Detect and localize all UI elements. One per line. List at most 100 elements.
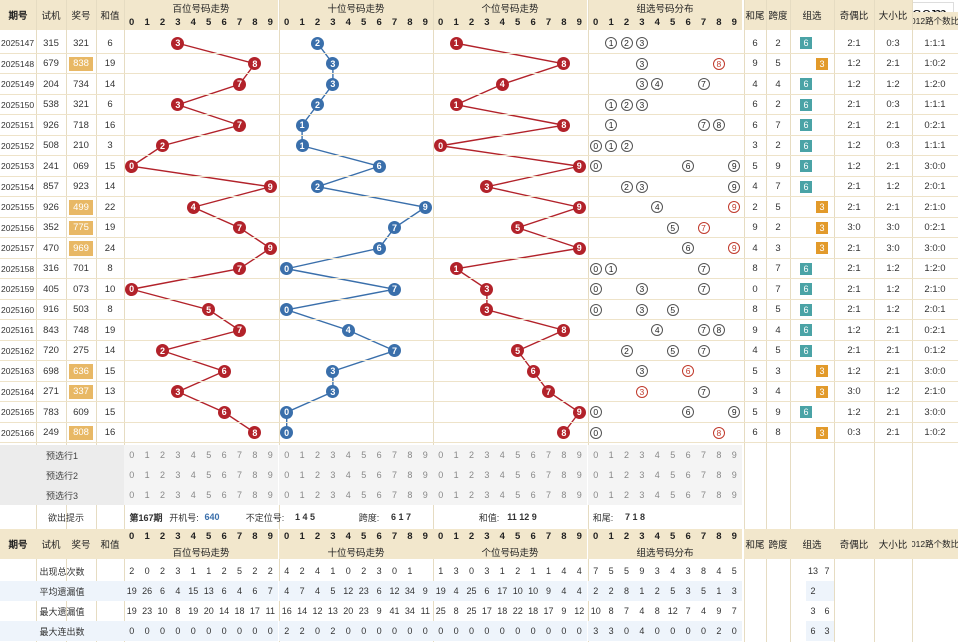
preselect-digit[interactable]: 2 xyxy=(618,465,635,485)
preselect-digit[interactable]: 6 xyxy=(525,465,541,485)
preselect-digit[interactable]: 4 xyxy=(185,485,201,505)
preselect-digit[interactable]: 8 xyxy=(556,445,572,465)
preselect-digit[interactable]: 0 xyxy=(588,445,604,465)
preselect-digit[interactable]: 9 xyxy=(571,485,587,505)
preselect-digit[interactable]: 0 xyxy=(588,465,604,485)
preselect-digit[interactable]: 9 xyxy=(726,465,742,485)
preselect-digit[interactable]: 7 xyxy=(386,445,403,465)
preselect-digit[interactable]: 4 xyxy=(340,445,356,465)
preselect-digit[interactable]: 6 xyxy=(216,465,232,485)
preselect-digit[interactable]: 1 xyxy=(448,485,464,505)
preselect-digit[interactable]: 3 xyxy=(325,465,341,485)
preselect-digit[interactable]: 8 xyxy=(556,465,572,485)
preselect-digit[interactable]: 3 xyxy=(634,445,650,465)
preselect-digit[interactable]: 5 xyxy=(665,485,681,505)
preselect-digit[interactable]: 7 xyxy=(540,485,557,505)
preselect-digit[interactable]: 0 xyxy=(433,445,449,465)
preselect-digit[interactable]: 7 xyxy=(695,445,712,465)
preselect-digit[interactable]: 3 xyxy=(479,445,495,465)
preselect-digit[interactable]: 1 xyxy=(603,465,619,485)
preselect-digit[interactable]: 4 xyxy=(494,445,510,465)
preselect-digit[interactable]: 6 xyxy=(525,445,541,465)
preselect-digit[interactable]: 5 xyxy=(510,445,526,465)
preselect-digit[interactable]: 4 xyxy=(649,485,665,505)
preselect-row[interactable]: 预选行2 xyxy=(0,465,124,485)
preselect-digit[interactable]: 3 xyxy=(170,485,186,505)
preselect-digit[interactable]: 5 xyxy=(356,445,372,465)
preselect-digit[interactable]: 5 xyxy=(510,465,526,485)
preselect-digit[interactable]: 8 xyxy=(711,485,727,505)
preselect-digit[interactable]: 6 xyxy=(680,485,696,505)
preselect-digit[interactable]: 8 xyxy=(402,445,418,465)
preselect-digit[interactable]: 9 xyxy=(571,445,587,465)
preselect-digit[interactable]: 8 xyxy=(247,485,263,505)
preselect-digit[interactable]: 3 xyxy=(634,485,650,505)
preselect-digit[interactable]: 3 xyxy=(170,445,186,465)
preselect-digit[interactable]: 8 xyxy=(402,485,418,505)
preselect-digit[interactable]: 5 xyxy=(201,465,217,485)
preselect-digit[interactable]: 6 xyxy=(371,445,387,465)
preselect-digit[interactable]: 0 xyxy=(433,485,449,505)
preselect-digit[interactable]: 2 xyxy=(154,445,171,465)
preselect-digit[interactable]: 9 xyxy=(726,485,742,505)
preselect-digit[interactable]: 0 xyxy=(588,485,604,505)
footer-issue[interactable]: 期号 xyxy=(0,529,36,559)
preselect-digit[interactable]: 3 xyxy=(479,465,495,485)
preselect-digit[interactable]: 6 xyxy=(371,485,387,505)
preselect-digit[interactable]: 4 xyxy=(649,445,665,465)
preselect-digit[interactable]: 6 xyxy=(216,485,232,505)
preselect-digit[interactable]: 1 xyxy=(603,445,619,465)
preselect-digit[interactable]: 2 xyxy=(463,465,480,485)
preselect-digit[interactable]: 7 xyxy=(695,485,712,505)
preselect-digit[interactable]: 1 xyxy=(448,445,464,465)
preselect-digit[interactable]: 5 xyxy=(665,445,681,465)
preselect-digit[interactable]: 8 xyxy=(711,465,727,485)
preselect-digit[interactable]: 9 xyxy=(726,445,742,465)
preselect-digit[interactable]: 3 xyxy=(325,485,341,505)
preselect-digit[interactable]: 7 xyxy=(695,465,712,485)
preselect-digit[interactable]: 4 xyxy=(185,445,201,465)
preselect-digit[interactable]: 2 xyxy=(618,485,635,505)
preselect-digit[interactable]: 0 xyxy=(124,445,140,465)
preselect-digit[interactable]: 7 xyxy=(231,445,248,465)
preselect-digit[interactable]: 3 xyxy=(170,465,186,485)
preselect-digit[interactable]: 7 xyxy=(386,485,403,505)
preselect-digit[interactable]: 4 xyxy=(649,465,665,485)
preselect-digit[interactable]: 2 xyxy=(154,485,171,505)
preselect-digit[interactable]: 5 xyxy=(356,485,372,505)
preselect-digit[interactable]: 1 xyxy=(294,465,310,485)
preselect-digit[interactable]: 6 xyxy=(371,465,387,485)
header-issue[interactable]: 期号 xyxy=(0,0,36,30)
preselect-digit[interactable]: 2 xyxy=(463,485,480,505)
preselect-digit[interactable]: 7 xyxy=(231,465,248,485)
preselect-digit[interactable]: 5 xyxy=(665,465,681,485)
preselect-digit[interactable]: 9 xyxy=(417,465,433,485)
preselect-row[interactable]: 预选行1 xyxy=(0,445,124,465)
preselect-digit[interactable]: 3 xyxy=(634,465,650,485)
preselect-digit[interactable]: 4 xyxy=(340,465,356,485)
preselect-digit[interactable]: 1 xyxy=(448,465,464,485)
preselect-digit[interactable]: 2 xyxy=(154,465,171,485)
preselect-digit[interactable]: 2 xyxy=(463,445,480,465)
preselect-digit[interactable]: 5 xyxy=(356,465,372,485)
preselect-digit[interactable]: 8 xyxy=(556,485,572,505)
preselect-digit[interactable]: 0 xyxy=(279,445,295,465)
preselect-digit[interactable]: 9 xyxy=(571,465,587,485)
preselect-digit[interactable]: 9 xyxy=(262,465,278,485)
preselect-digit[interactable]: 9 xyxy=(417,485,433,505)
preselect-digit[interactable]: 7 xyxy=(231,485,248,505)
preselect-digit[interactable]: 6 xyxy=(525,485,541,505)
preselect-digit[interactable]: 7 xyxy=(540,465,557,485)
preselect-digit[interactable]: 2 xyxy=(309,465,326,485)
preselect-digit[interactable]: 6 xyxy=(216,445,232,465)
preselect-digit[interactable]: 4 xyxy=(494,485,510,505)
preselect-digit[interactable]: 4 xyxy=(340,485,356,505)
preselect-digit[interactable]: 4 xyxy=(494,465,510,485)
preselect-digit[interactable]: 5 xyxy=(201,445,217,465)
preselect-digit[interactable]: 3 xyxy=(479,485,495,505)
preselect-digit[interactable]: 9 xyxy=(262,445,278,465)
preselect-digit[interactable]: 9 xyxy=(417,445,433,465)
preselect-digit[interactable]: 0 xyxy=(433,465,449,485)
preselect-digit[interactable]: 1 xyxy=(294,485,310,505)
preselect-digit[interactable]: 5 xyxy=(201,485,217,505)
